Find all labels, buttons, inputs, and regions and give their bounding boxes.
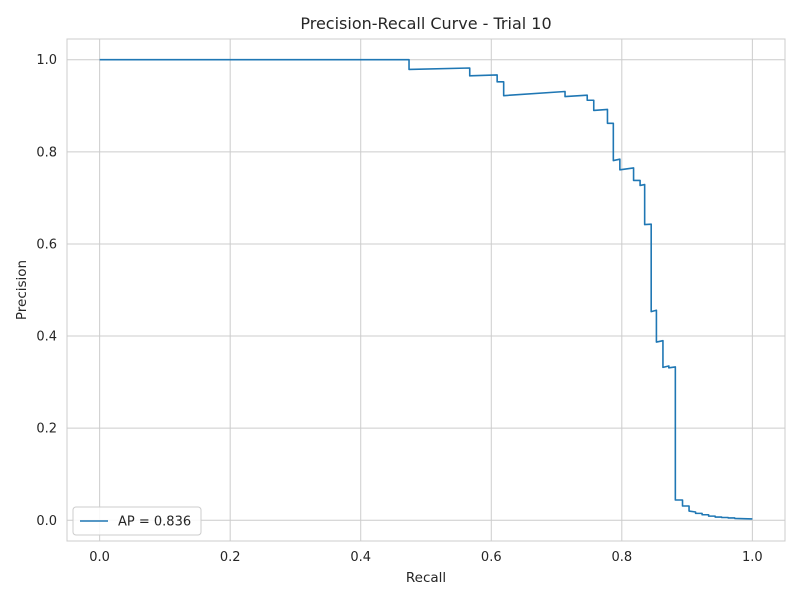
x-tick-labels: 0.0 0.2 0.4 0.6 0.8 1.0 bbox=[89, 550, 762, 565]
legend-label: AP = 0.836 bbox=[118, 515, 191, 530]
y-tick-label: 0.8 bbox=[36, 145, 57, 160]
y-tick-label: 1.0 bbox=[36, 53, 57, 68]
chart-title: Precision-Recall Curve - Trial 10 bbox=[300, 14, 551, 33]
y-tick-label: 0.6 bbox=[36, 237, 57, 252]
y-tick-label: 0.4 bbox=[36, 330, 57, 345]
x-tick-label: 0.2 bbox=[220, 550, 241, 565]
y-tick-labels: 0.0 0.2 0.4 0.6 0.8 1.0 bbox=[36, 53, 57, 529]
x-tick-label: 1.0 bbox=[742, 550, 763, 565]
grid-layer bbox=[67, 39, 785, 541]
legend-box bbox=[72, 506, 202, 536]
plot-frame bbox=[66, 38, 786, 542]
legend: AP = 0.836 bbox=[72, 506, 202, 536]
y-tick-label: 0.2 bbox=[36, 422, 57, 437]
y-axis-label: Precision bbox=[14, 260, 30, 320]
y-tick-label: 0.0 bbox=[36, 514, 57, 529]
x-tick-label: 0.0 bbox=[89, 550, 110, 565]
x-axis-label: Recall bbox=[406, 570, 446, 586]
x-tick-label: 0.4 bbox=[350, 550, 371, 565]
x-tick-label: 0.6 bbox=[481, 550, 502, 565]
x-tick-label: 0.8 bbox=[611, 550, 632, 565]
pr-curve-line bbox=[99, 58, 753, 520]
